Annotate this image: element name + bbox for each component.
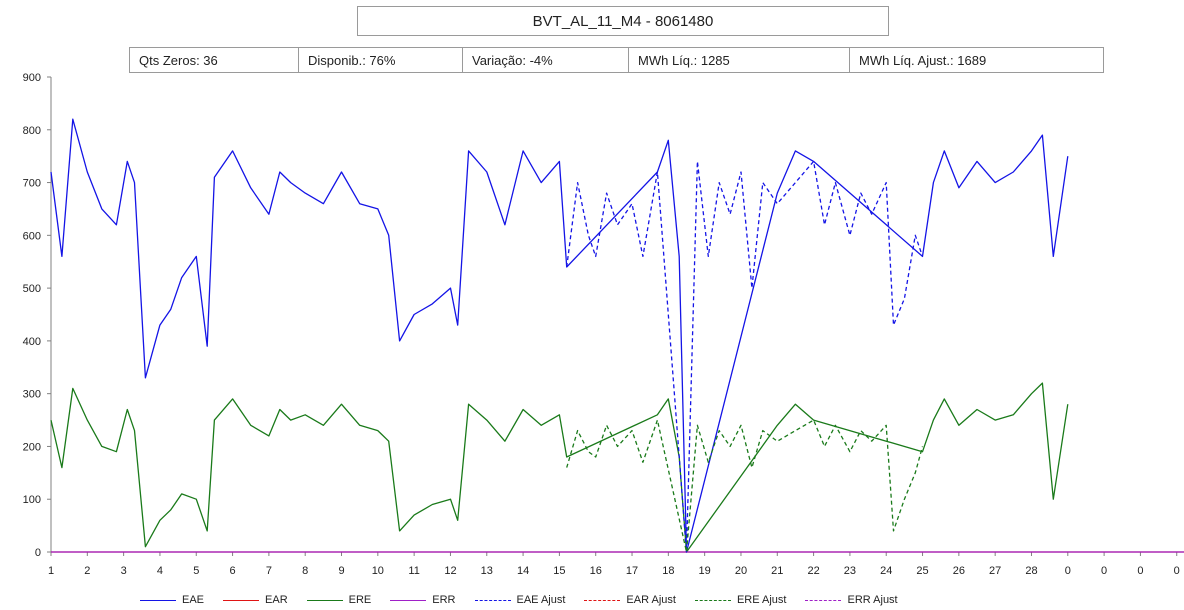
chart-title: BVT_AL_11_M4 - 8061480 <box>357 6 889 36</box>
y-tick-label: 900 <box>23 72 41 84</box>
x-tick-label: 10 <box>372 565 384 577</box>
legend-label: ERR <box>432 594 456 606</box>
x-tick-label: 17 <box>626 565 638 577</box>
legend-swatch <box>584 599 621 601</box>
legend-item: ERR Ajust <box>805 594 898 606</box>
x-tick-label: 28 <box>1025 565 1037 577</box>
legend-item: EAR <box>223 594 288 606</box>
legend-label: EAE Ajust <box>516 594 566 606</box>
legend-label: EAR <box>265 594 288 606</box>
legend-swatch <box>223 599 260 601</box>
x-tick-label: 0 <box>1101 565 1107 577</box>
stat-variation: Variação: -4% <box>462 47 629 73</box>
x-tick-label: 15 <box>553 565 565 577</box>
x-tick-label: 19 <box>699 565 711 577</box>
legend-item: EAR Ajust <box>584 594 676 606</box>
legend-label: ERR Ajust <box>847 594 898 606</box>
x-tick-label: 21 <box>771 565 783 577</box>
x-tick-label: 5 <box>193 565 199 577</box>
x-tick-label: 23 <box>844 565 856 577</box>
x-tick-label: 3 <box>121 565 127 577</box>
x-tick-label: 0 <box>1065 565 1071 577</box>
series-line-ere <box>50 382 1069 553</box>
stat-mwh-net-adjusted: MWh Líq. Ajust.: 1689 <box>849 47 1104 73</box>
x-tick-label: 6 <box>230 565 236 577</box>
legend-item: ERR <box>390 594 456 606</box>
y-tick-label: 800 <box>23 125 41 137</box>
x-tick-label: 0 <box>1174 565 1180 577</box>
x-tick-label: 27 <box>989 565 1001 577</box>
legend-item: EAE <box>140 594 204 606</box>
stat-availability: Disponib.: 76% <box>298 47 463 73</box>
legend-item: ERE <box>306 594 372 606</box>
x-tick-label: 0 <box>1137 565 1143 577</box>
legend-label: EAE <box>182 594 205 606</box>
legend-item: ERE Ajust <box>694 594 787 606</box>
x-tick-label: 13 <box>481 565 493 577</box>
legend-swatch <box>306 599 343 601</box>
x-tick-label: 16 <box>590 565 602 577</box>
y-tick-label: 700 <box>23 178 41 190</box>
stat-mwh-net: MWh Líq.: 1285 <box>628 47 850 73</box>
legend-label: ERE <box>348 594 372 606</box>
series-line-ere-ajust <box>566 419 924 553</box>
x-tick-label: 25 <box>916 565 928 577</box>
x-tick-label: 11 <box>408 565 419 577</box>
legend-swatch <box>474 599 511 601</box>
chart-series-layer <box>50 118 1184 553</box>
legend-swatch <box>390 599 427 601</box>
x-tick-label: 2 <box>84 565 90 577</box>
legend-swatch <box>805 599 842 601</box>
stats-row: Qts Zeros: 36 Disponib.: 76% Variação: -… <box>129 47 1104 73</box>
legend-label: EAR Ajust <box>626 594 676 606</box>
x-tick-label: 24 <box>880 565 892 577</box>
x-tick-label: 18 <box>662 565 674 577</box>
y-tick-label: 100 <box>23 494 41 506</box>
chart-legend: EAE EAR ERE ERR EAE Ajust EAR Ajust ERE Ajust E… <box>140 591 917 609</box>
x-tick-label: 14 <box>517 565 529 577</box>
x-tick-label: 9 <box>338 565 344 577</box>
y-tick-label: 200 <box>23 441 41 453</box>
x-tick-label: 20 <box>735 565 747 577</box>
x-tick-label: 22 <box>807 565 819 577</box>
series-line-eae <box>50 118 1069 553</box>
y-tick-label: 0 <box>35 547 41 559</box>
legend-item: EAE Ajust <box>474 594 566 606</box>
x-tick-label: 8 <box>302 565 308 577</box>
y-tick-label: 400 <box>23 336 41 348</box>
legend-swatch <box>694 599 731 601</box>
legend-label: ERE Ajust <box>736 594 787 606</box>
x-tick-label: 7 <box>266 565 272 577</box>
x-tick-label: 26 <box>953 565 965 577</box>
x-tick-label: 4 <box>157 565 163 577</box>
y-tick-label: 600 <box>23 230 41 242</box>
stat-zero-count: Qts Zeros: 36 <box>129 47 299 73</box>
y-tick-label: 300 <box>23 389 41 401</box>
series-line-eae-ajust <box>566 160 924 553</box>
y-tick-label: 500 <box>23 283 41 295</box>
x-tick-label: 1 <box>48 565 54 577</box>
legend-swatch <box>140 599 176 601</box>
x-tick-label: 12 <box>444 565 456 577</box>
